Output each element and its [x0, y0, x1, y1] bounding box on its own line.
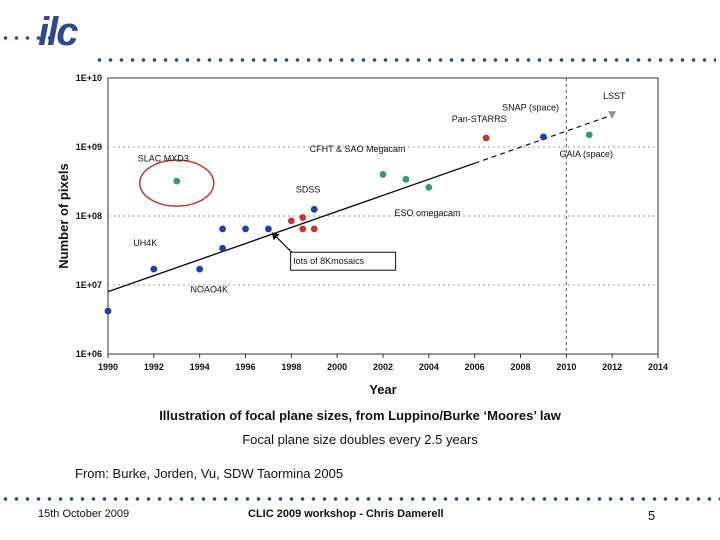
y-tick-label: 1E+10 [76, 73, 102, 83]
x-tick-label: 2006 [465, 362, 485, 372]
footer-event: CLIC 2009 workshop - Chris Damerell [248, 508, 444, 520]
annotation-label: CFHT & SAO Megacam [310, 144, 406, 154]
footer-dot-rule [0, 497, 720, 501]
footer-date: 15th October 2009 [38, 508, 130, 520]
x-tick-label: 1992 [144, 362, 164, 372]
x-tick-label: 1996 [235, 362, 255, 372]
data-point-grey [608, 111, 617, 120]
annotation-label: SDSS [296, 184, 321, 194]
x-tick-label: 1994 [190, 362, 210, 372]
x-axis-label: Year [369, 382, 396, 397]
annotation-label: Pan-STARRS [452, 114, 507, 124]
data-point-blue [310, 205, 318, 213]
y-tick-label: 1E+09 [76, 142, 102, 152]
y-tick-label: 1E+08 [76, 211, 102, 221]
x-tick-label: 2004 [419, 362, 439, 372]
data-point-green [379, 171, 387, 178]
data-point-blue [265, 225, 272, 233]
data-point-green [425, 183, 433, 191]
page-number: 5 [648, 508, 656, 523]
annotation-label: ESO omegacam [394, 208, 460, 218]
x-tick-label: 2008 [510, 362, 530, 372]
annotation-label: LSST [603, 91, 626, 101]
x-tick-label: 2014 [648, 362, 668, 372]
x-tick-label: 1990 [98, 362, 118, 372]
annotation-label: SLAC MXD3 [138, 153, 189, 163]
data-point-red [299, 214, 307, 221]
data-point-blue [540, 133, 547, 141]
header-dot-rule [0, 36, 60, 40]
annotation-label: lots of 8Kmosaics [294, 256, 365, 266]
annotation-box [290, 251, 397, 271]
data-point-green [173, 177, 181, 185]
y-tick-label: 1E+06 [76, 349, 102, 359]
data-point-green [585, 131, 593, 139]
x-tick-label: 2000 [327, 362, 347, 372]
chart-subcaption: Focal plane size doubles every 2.5 years [242, 432, 478, 447]
x-tick-label: 2002 [373, 362, 393, 372]
ilc-logo: ilc [38, 10, 79, 54]
data-point-blue [104, 307, 112, 315]
data-point-green [402, 175, 410, 183]
x-tick-label: 1998 [281, 362, 301, 372]
annotation-label: GAIA (space) [559, 149, 613, 159]
x-tick-label: 2012 [602, 362, 622, 372]
x-tick-label: 2010 [556, 362, 576, 372]
data-point-red [482, 134, 490, 142]
focal-plane-chart: 1E+06 1E+07 1E+08 1E+09 1E+10 1990 1992 1994 199… [56, 73, 668, 397]
highlight-ellipse [139, 159, 215, 207]
data-point-blue [150, 265, 158, 273]
data-point-blue [219, 225, 226, 233]
data-point-blue [196, 265, 204, 273]
data-point-red [299, 225, 307, 233]
data-point-blue [219, 244, 226, 252]
annotation-arrowhead [271, 232, 280, 241]
header-dot-rule [94, 58, 716, 62]
annotation-label: UH4K [133, 238, 157, 248]
data-point-blue [242, 225, 249, 233]
y-axis-label: Number of pixels [56, 163, 71, 268]
data-point-red [287, 217, 295, 225]
chart-caption: Illustration of focal plane sizes, from … [159, 408, 561, 423]
y-tick-label: 1E+07 [76, 280, 102, 290]
trend-line [107, 162, 475, 293]
data-point-red [310, 225, 318, 233]
annotation-label: SNAP (space) [502, 102, 559, 112]
annotation-label: NOAO4K [191, 284, 229, 294]
citation: From: Burke, Jorden, Vu, SDW Taormina 20… [75, 466, 344, 481]
